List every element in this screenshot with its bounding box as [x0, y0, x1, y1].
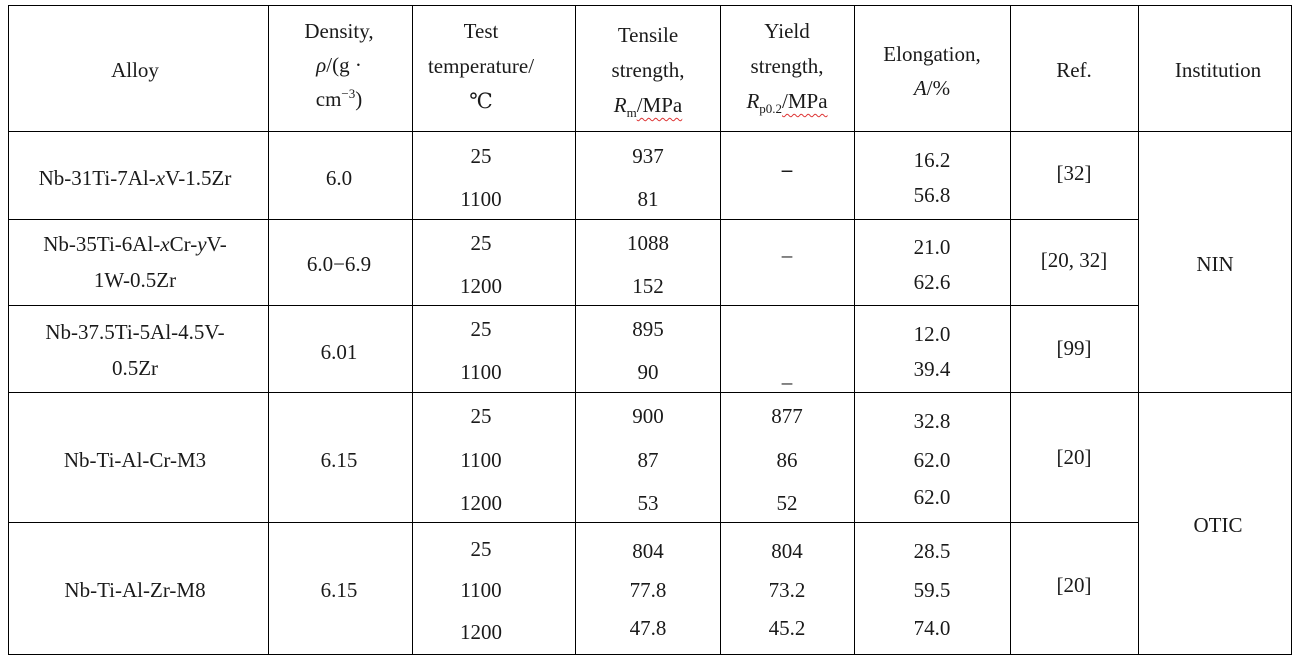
- tensile-cell: 937: [632, 144, 664, 168]
- temperature-cell: 25: [470, 231, 492, 255]
- header-bottom-border: [8, 131, 1291, 132]
- column-divider: [575, 5, 576, 655]
- yield-cell: –: [781, 243, 793, 267]
- yield-cell: 73.2: [768, 578, 806, 602]
- elongation-cell: 32.8: [913, 409, 951, 433]
- temperature-cell: 25: [470, 317, 492, 341]
- row-divider: [8, 522, 1138, 523]
- temperature-cell: 1100: [460, 578, 502, 602]
- tensile-cell: 1088: [627, 231, 669, 255]
- institution-cell: OTIC: [1193, 513, 1243, 537]
- elongation-cell: 74.0: [913, 616, 951, 640]
- elongation-cell: 62.0: [913, 448, 951, 472]
- header-test-temperature: Test temperature/ ℃: [427, 19, 535, 113]
- ref-cell: [20]: [1056, 573, 1092, 597]
- elongation-cell: 12.0: [913, 322, 951, 346]
- column-divider: [412, 5, 413, 655]
- column-divider: [854, 5, 855, 655]
- temperature-cell: 1200: [460, 620, 502, 644]
- elongation-cell: 16.2: [913, 148, 951, 172]
- ref-cell: [20, 32]: [1040, 248, 1108, 272]
- elongation-cell: 39.4: [913, 357, 951, 381]
- yield-cell: 86: [776, 448, 798, 472]
- table-right-border: [1291, 5, 1292, 655]
- temperature-cell: 1200: [460, 274, 502, 298]
- row-divider: [8, 305, 1138, 306]
- elongation-cell: 62.0: [913, 485, 951, 509]
- temperature-cell: 25: [470, 404, 492, 428]
- temperature-cell: 1200: [460, 491, 502, 515]
- header-density: Density, ρ/(g · cm−3): [304, 19, 374, 111]
- yield-cell: 877: [771, 404, 803, 428]
- institution-cell: NIN: [1196, 252, 1234, 276]
- tensile-cell: 804: [632, 539, 664, 563]
- tensile-cell: 47.8: [629, 616, 667, 640]
- density-cell: 6.01: [320, 340, 358, 364]
- temperature-cell: 25: [470, 144, 492, 168]
- table-bottom-border: [8, 654, 1291, 655]
- temperature-cell: 1100: [460, 187, 502, 211]
- tensile-cell: 87: [637, 448, 659, 472]
- ref-cell: [20]: [1056, 445, 1092, 469]
- tensile-cell: 90: [637, 360, 659, 384]
- temperature-cell: 25: [470, 537, 492, 561]
- tensile-cell: 152: [632, 274, 664, 298]
- tensile-cell: 900: [632, 404, 664, 428]
- column-divider: [720, 5, 721, 655]
- header-elongation: Elongation, A/%: [883, 42, 981, 100]
- temperature-cell: 1100: [460, 360, 502, 384]
- tensile-cell: 53: [637, 491, 659, 515]
- yield-cell: 804: [771, 539, 803, 563]
- header-institution: Institution: [1174, 58, 1262, 82]
- tensile-cell: 81: [637, 187, 659, 211]
- yield-cell: –: [781, 157, 793, 181]
- column-divider: [268, 5, 269, 655]
- yield-cell: 52: [776, 491, 798, 515]
- tensile-cell: 895: [632, 317, 664, 341]
- header-tensile-strength: Tensile strength, Rm/MPa: [611, 23, 685, 121]
- density-cell: 6.15: [320, 578, 358, 602]
- tensile-cell: 77.8: [629, 578, 667, 602]
- header-ref: Ref.: [1056, 58, 1092, 82]
- header-yield-strength: Yield strength, Rp0.2/MPa: [746, 19, 828, 117]
- alloy-cell: Nb-35Ti-6Al-xCr-yV- 1W-0.5Zr: [43, 232, 227, 292]
- table-top-border: [8, 5, 1291, 6]
- elongation-cell: 21.0: [913, 235, 951, 259]
- elongation-cell: 62.6: [913, 270, 951, 294]
- temperature-cell: 1100: [460, 448, 502, 472]
- elongation-cell: 59.5: [913, 578, 951, 602]
- alloy-cell: Nb-31Ti-7Al-xV-1.5Zr: [38, 166, 232, 190]
- table-left-border: [8, 5, 9, 655]
- yield-cell: 45.2: [768, 616, 806, 640]
- column-divider: [1010, 5, 1011, 655]
- alloy-cell: Nb-Ti-Al-Cr-M3: [63, 448, 207, 472]
- alloy-properties-table: Alloy Density, ρ/(g · cm−3) Test tempera…: [8, 5, 1292, 656]
- ref-cell: [32]: [1056, 161, 1092, 185]
- alloy-cell: Nb-37.5Ti-5Al-4.5V- 0.5Zr: [45, 320, 225, 380]
- ref-cell: [99]: [1056, 336, 1092, 360]
- row-divider: [8, 392, 1291, 393]
- elongation-cell: 56.8: [913, 183, 951, 207]
- yield-cell: _: [781, 363, 793, 387]
- density-cell: 6.0−6.9: [306, 252, 372, 276]
- density-cell: 6.0: [325, 166, 353, 190]
- density-cell: 6.15: [320, 448, 358, 472]
- column-divider: [1138, 5, 1139, 655]
- header-alloy: Alloy: [111, 58, 159, 82]
- elongation-cell: 28.5: [913, 539, 951, 563]
- alloy-cell: Nb-Ti-Al-Zr-M8: [64, 578, 206, 602]
- row-divider: [8, 219, 1138, 220]
